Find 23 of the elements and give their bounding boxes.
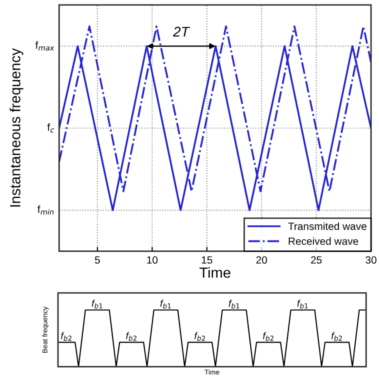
annotation: f$_{b2}$ <box>126 332 136 341</box>
text: f$_{b1}$ <box>160 300 171 308</box>
x-tick-label: 5 <box>94 256 100 264</box>
annotation: f$_{b2}$ <box>262 332 274 341</box>
x-tick-label: 15 <box>202 256 212 264</box>
text: f$_{b1}$ <box>92 300 102 308</box>
ref-line-label: f$_{min}$ <box>38 205 54 215</box>
text: f$_{b1}$ <box>297 300 308 308</box>
annotation: f$_{b2}$ <box>194 332 205 341</box>
x-tick-label: 10 <box>147 256 158 264</box>
annotation: 2T <box>172 26 190 37</box>
ref-line-label: f$_{max}$ <box>35 41 54 51</box>
annotation: f$_{b2}$ <box>60 332 72 341</box>
text: f$_{b1}$ <box>228 300 240 308</box>
annotation: f$_{b2}$ <box>331 332 342 341</box>
y-axis-title: Instantaneous frequency <box>10 48 24 207</box>
x-tick-label: 30 <box>366 256 376 264</box>
ref-line-label: f$_{c}$ <box>47 123 54 133</box>
legend-label: Received wave <box>288 237 358 245</box>
legend-label: Transmited wave <box>288 222 366 230</box>
x-tick-label: 25 <box>311 256 322 264</box>
x-tick-label: 20 <box>256 256 267 264</box>
x-axis-title: Time <box>199 267 230 278</box>
